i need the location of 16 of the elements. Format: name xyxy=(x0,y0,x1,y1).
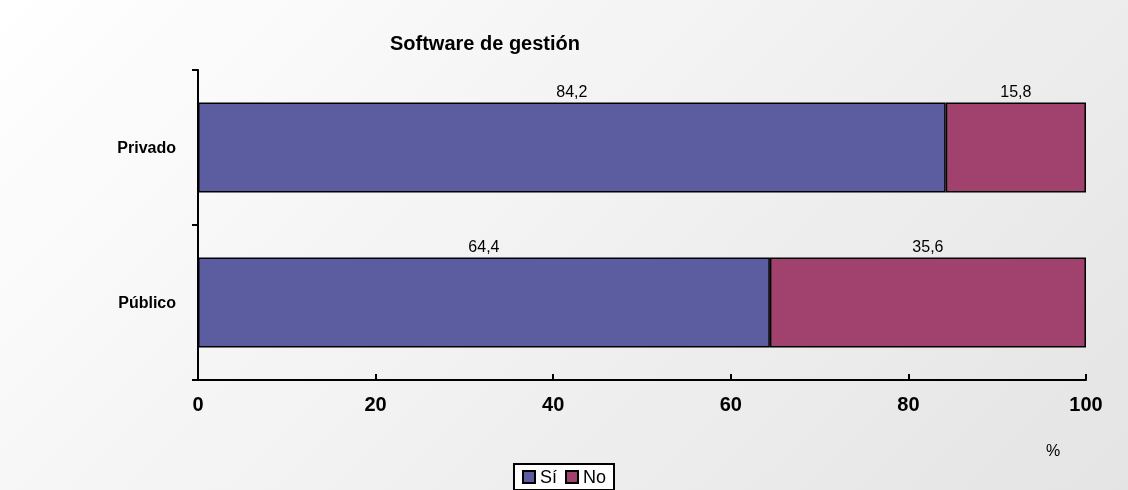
legend-label: Sí xyxy=(539,467,558,487)
data-label: 35,6 xyxy=(912,238,944,256)
data-label: 64,4 xyxy=(468,238,500,256)
x-tick-label: 40 xyxy=(542,393,565,415)
chart-title: Software de gestión xyxy=(389,32,581,54)
y-tick-label: Privado xyxy=(117,139,177,156)
x-tick-label: 0 xyxy=(192,393,204,415)
x-tick-label: 100 xyxy=(1069,393,1103,415)
y-tick-label: Público xyxy=(118,294,177,311)
x-axis-title: % xyxy=(1046,441,1061,459)
data-label: 15,8 xyxy=(1000,83,1032,101)
x-tick-label: 80 xyxy=(897,393,920,415)
x-tick-label: 20 xyxy=(364,393,387,415)
x-tick-label: 60 xyxy=(719,393,742,415)
legend-label: No xyxy=(583,467,607,487)
data-label: 84,2 xyxy=(556,83,588,101)
